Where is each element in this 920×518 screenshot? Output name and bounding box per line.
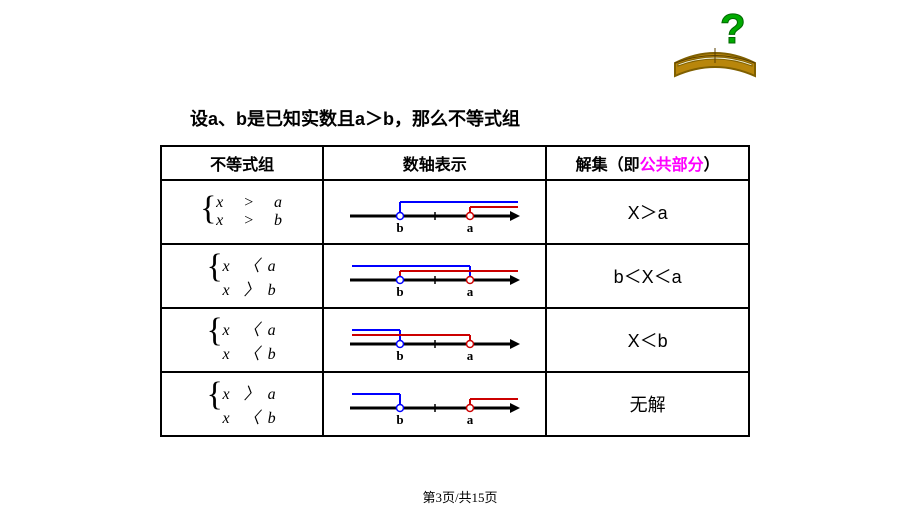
table-row: {x > ax > bbaX＞a (161, 180, 749, 244)
book-question-icon: ? (660, 8, 770, 93)
header-inequality: 不等式组 (161, 146, 323, 180)
inequality-cell: {x 〈 ax 〈 b (161, 308, 323, 372)
svg-text:b: b (396, 348, 403, 363)
axis-cell: ba (323, 308, 546, 372)
svg-text:a: a (466, 220, 473, 235)
svg-text:?: ? (720, 8, 746, 52)
page-footer: 第3页/共15页 (422, 487, 497, 506)
axis-cell: ba (323, 244, 546, 308)
inequality-table: 不等式组 数轴表示 解集（即公共部分） {x > ax > bbaX＞a{x 〈… (160, 145, 750, 437)
solution-cell: X＜b (546, 308, 749, 372)
axis-cell: ba (323, 372, 546, 436)
inequality-cell: {x > ax > b (161, 180, 323, 244)
header-sol-post: ） (704, 157, 720, 174)
svg-text:a: a (466, 412, 473, 427)
svg-text:b: b (396, 220, 403, 235)
table-row: {x 〈 ax 〈 bbaX＜b (161, 308, 749, 372)
page-heading: 设a、b是已知实数且a＞b，那么不等式组 (190, 105, 520, 131)
table-row: {x 〈 ax 〉 bbab＜X＜a (161, 244, 749, 308)
header-sol-pre: 解集（即 (576, 157, 640, 174)
header-solution: 解集（即公共部分） (546, 146, 749, 180)
svg-text:a: a (466, 284, 473, 299)
svg-text:a: a (466, 348, 473, 363)
inequality-cell: {x 〉 ax 〈 b (161, 372, 323, 436)
solution-cell: X＞a (546, 180, 749, 244)
header-sol-red: 公共部分 (640, 157, 704, 174)
header-axis: 数轴表示 (323, 146, 546, 180)
svg-text:b: b (396, 412, 403, 427)
table-header-row: 不等式组 数轴表示 解集（即公共部分） (161, 146, 749, 180)
table-row: {x 〉 ax 〈 bba无解 (161, 372, 749, 436)
inequality-cell: {x 〈 ax 〉 b (161, 244, 323, 308)
solution-cell: 无解 (546, 372, 749, 436)
svg-text:b: b (396, 284, 403, 299)
solution-cell: b＜X＜a (546, 244, 749, 308)
axis-cell: ba (323, 180, 546, 244)
